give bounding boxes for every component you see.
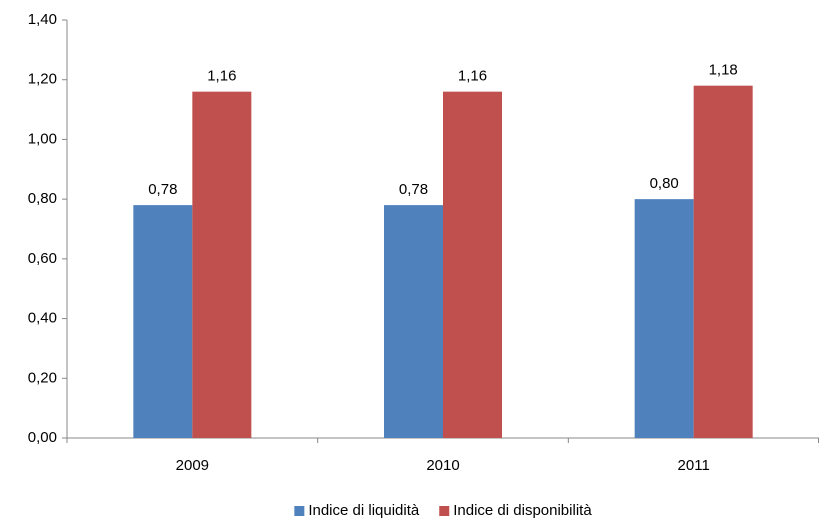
value-label: 0,78 [148,181,177,198]
y-tick-label: 1,20 [28,71,57,88]
y-tick-label: 0,20 [28,369,57,386]
x-tick-label: 2010 [426,457,459,474]
y-tick-label: 0,00 [28,429,57,446]
bar [443,91,502,439]
x-tick-label: 2011 [678,457,710,474]
legend-swatch [294,506,305,516]
bar [192,91,252,439]
y-tick-label: 0,80 [28,190,57,207]
legend-label: Indice di liquidità [308,502,420,519]
value-label: 0,80 [650,175,679,192]
bar [693,85,753,438]
bar [384,205,443,438]
y-tick-label: 0,40 [28,310,57,327]
value-label: 1,16 [207,68,236,85]
y-tick-label: 0,60 [28,250,57,267]
value-label: 1,16 [458,68,487,85]
y-tick-label: 1,00 [28,130,57,147]
value-label: 1,18 [709,62,738,79]
legend-label: Indice di disponibilità [453,502,592,519]
x-tick-label: 2009 [176,457,209,474]
value-label: 0,78 [399,181,428,198]
legend-swatch [439,506,450,516]
bar [133,205,193,438]
y-tick-label: 1,40 [28,11,57,28]
bar [634,199,694,438]
